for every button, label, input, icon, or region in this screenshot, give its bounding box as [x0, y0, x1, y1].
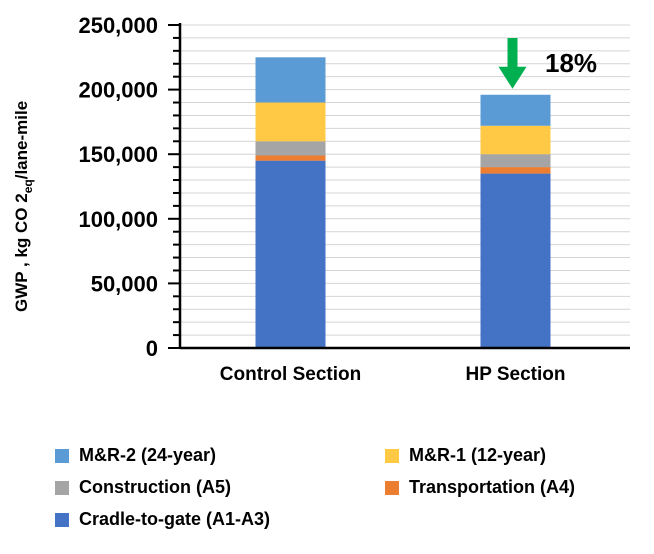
x-tick-label: Control Section [220, 364, 361, 385]
axes [168, 23, 630, 350]
y-tick-label: 150,000 [78, 142, 158, 167]
y-axis-label: GWP , kg CO 2eq/lane-mile [12, 101, 35, 312]
bar-segment [255, 102, 326, 142]
bar-segment [480, 154, 551, 168]
gridlines [180, 24, 630, 336]
reduction-percent-label: 18% [545, 48, 597, 78]
legend-swatch [55, 480, 69, 495]
legend-item: Transportation (A4) [385, 477, 575, 498]
bar-segment [255, 57, 326, 103]
reduction-annotation: 18% [498, 38, 597, 89]
y-tick-label: 0 [146, 336, 158, 361]
bar-segment [255, 141, 326, 156]
bar-segment [255, 155, 326, 161]
legend-label: M&R-2 (24-year) [79, 445, 217, 465]
legend-label: Construction (A5) [79, 477, 231, 497]
bar-segment [480, 94, 551, 126]
legend-item: Cradle-to-gate (A1-A3) [55, 509, 270, 530]
down-arrow-icon [498, 38, 527, 89]
legend-label: Cradle-to-gate (A1-A3) [79, 509, 271, 529]
y-axis-label-main: GWP , kg CO 2 [12, 193, 31, 312]
bar-segment [255, 160, 326, 348]
bars [255, 57, 551, 348]
y-tick-label: 200,000 [78, 78, 158, 103]
y-tick-label: 100,000 [78, 207, 158, 232]
legend-swatch [55, 512, 69, 527]
legend-label: M&R-1 (12-year) [409, 445, 547, 465]
stacked-bar-chart: Control Section HP Section 0 50,000 100,000 1… [12, 13, 630, 385]
legend-item: M&R-1 (12-year) [385, 445, 546, 466]
tick-labels: Control Section HP Section 0 50,000 100,000 1… [78, 13, 565, 385]
bar-segment [480, 167, 551, 174]
legend-label: Transportation (A4) [409, 477, 576, 497]
legend-item: Construction (A5) [55, 477, 231, 498]
legend-swatch [55, 448, 69, 463]
y-axis-label-unit: /lane-mile [12, 101, 31, 179]
y-tick-label: 250,000 [78, 13, 158, 38]
legend-swatch [385, 480, 399, 495]
y-axis-label-subscript: eq [21, 179, 35, 193]
legend-item: M&R-2 (24-year) [55, 445, 216, 466]
x-tick-label: HP Section [466, 364, 566, 385]
bar-segment [480, 173, 551, 348]
y-tick-label: 50,000 [91, 271, 158, 296]
legend-swatch [385, 448, 399, 463]
bar-segment [480, 125, 551, 155]
